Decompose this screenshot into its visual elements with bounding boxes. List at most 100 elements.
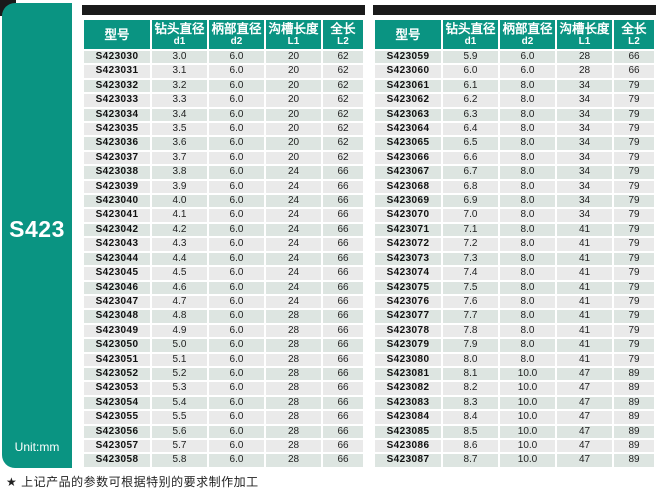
value-cell: 79 [614, 79, 654, 93]
value-cell: 28 [266, 382, 321, 395]
table-top-bar [373, 5, 656, 15]
value-cell: 8.7 [443, 454, 498, 467]
value-cell: 24 [266, 281, 321, 294]
table-row: S423039 3.9 6.0 24 66 [84, 180, 363, 194]
value-cell: 34 [557, 195, 612, 208]
model-cell: S423086 [375, 439, 441, 453]
table-row: S423031 3.1 6.0 20 62 [84, 65, 363, 78]
value-cell: 6.0 [209, 425, 264, 438]
model-cell: S423079 [375, 339, 441, 352]
value-cell: 8.0 [500, 166, 555, 179]
table-row: S423062 6.2 8.0 34 79 [375, 94, 654, 107]
model-cell: S423036 [84, 137, 150, 150]
value-cell: 47 [557, 439, 612, 453]
model-cell: S423085 [375, 425, 441, 438]
table-row: S423082 8.2 10.0 47 89 [375, 382, 654, 395]
header-row: 型号 钻头直径 d1 柄部直径 d2 沟槽长度 L1 全长 L2 [375, 20, 654, 49]
value-cell: 4.1 [152, 209, 207, 222]
value-cell: 10.0 [500, 396, 555, 410]
table-row: S423049 4.9 6.0 28 66 [84, 324, 363, 338]
value-cell: 6.0 [209, 267, 264, 280]
value-cell: 8.0 [500, 310, 555, 323]
value-cell: 5.0 [152, 339, 207, 352]
value-cell: 4.5 [152, 267, 207, 280]
table-row: S423055 5.5 6.0 28 66 [84, 411, 363, 424]
value-cell: 89 [614, 382, 654, 395]
model-cell: S423084 [375, 411, 441, 424]
value-cell: 3.8 [152, 166, 207, 179]
value-cell: 24 [266, 195, 321, 208]
table-row: S423040 4.0 6.0 24 66 [84, 195, 363, 208]
value-cell: 79 [614, 180, 654, 194]
model-cell: S423044 [84, 252, 150, 266]
model-cell: S423055 [84, 411, 150, 424]
value-cell: 4.4 [152, 252, 207, 266]
model-cell: S423048 [84, 310, 150, 323]
value-cell: 41 [557, 267, 612, 280]
value-cell: 47 [557, 411, 612, 424]
value-cell: 6.0 [209, 123, 264, 136]
model-cell: S423067 [375, 166, 441, 179]
value-cell: 24 [266, 295, 321, 309]
table-row: S423043 4.3 6.0 24 66 [84, 238, 363, 251]
value-cell: 41 [557, 353, 612, 366]
value-cell: 6.0 [209, 137, 264, 150]
column-header: 沟槽长度 L1 [557, 20, 612, 49]
value-cell: 66 [323, 382, 363, 395]
value-cell: 79 [614, 238, 654, 251]
model-cell: S423075 [375, 281, 441, 294]
value-cell: 24 [266, 223, 321, 237]
model-cell: S423054 [84, 396, 150, 410]
value-cell: 41 [557, 281, 612, 294]
value-cell: 28 [266, 353, 321, 366]
value-cell: 6.0 [209, 281, 264, 294]
model-cell: S423031 [84, 65, 150, 78]
value-cell: 66 [323, 238, 363, 251]
value-cell: 7.5 [443, 281, 498, 294]
value-cell: 10.0 [500, 425, 555, 438]
value-cell: 10.0 [500, 439, 555, 453]
value-cell: 66 [323, 195, 363, 208]
value-cell: 66 [323, 367, 363, 381]
column-header: 钻头直径 d1 [443, 20, 498, 49]
value-cell: 8.0 [500, 295, 555, 309]
value-cell: 89 [614, 367, 654, 381]
table-row: S423037 3.7 6.0 20 62 [84, 151, 363, 165]
column-header: 沟槽长度 L1 [266, 20, 321, 49]
model-cell: S423061 [375, 79, 441, 93]
value-cell: 5.7 [152, 439, 207, 453]
table-row: S423066 6.6 8.0 34 79 [375, 151, 654, 165]
value-cell: 62 [323, 137, 363, 150]
value-cell: 66 [323, 454, 363, 467]
value-cell: 4.2 [152, 223, 207, 237]
model-cell: S423070 [375, 209, 441, 222]
model-cell: S423033 [84, 94, 150, 107]
value-cell: 79 [614, 94, 654, 107]
value-cell: 28 [266, 425, 321, 438]
value-cell: 28 [266, 396, 321, 410]
table-row: S423070 7.0 8.0 34 79 [375, 209, 654, 222]
value-cell: 4.7 [152, 295, 207, 309]
model-cell: S423030 [84, 51, 150, 64]
value-cell: 7.9 [443, 339, 498, 352]
table-row: S423033 3.3 6.0 20 62 [84, 94, 363, 107]
value-cell: 34 [557, 151, 612, 165]
value-cell: 20 [266, 94, 321, 107]
value-cell: 6.0 [209, 310, 264, 323]
model-cell: S423065 [375, 137, 441, 150]
value-cell: 8.0 [500, 209, 555, 222]
model-cell: S423039 [84, 180, 150, 194]
value-cell: 8.5 [443, 425, 498, 438]
model-cell: S423042 [84, 223, 150, 237]
model-cell: S423077 [375, 310, 441, 323]
value-cell: 79 [614, 252, 654, 266]
value-cell: 6.0 [209, 454, 264, 467]
model-cell: S423046 [84, 281, 150, 294]
table-row: S423075 7.5 8.0 41 79 [375, 281, 654, 294]
table-row: S423058 5.8 6.0 28 66 [84, 454, 363, 467]
column-header: 柄部直径 d2 [500, 20, 555, 49]
value-cell: 8.0 [500, 123, 555, 136]
value-cell: 62 [323, 108, 363, 122]
value-cell: 62 [323, 94, 363, 107]
